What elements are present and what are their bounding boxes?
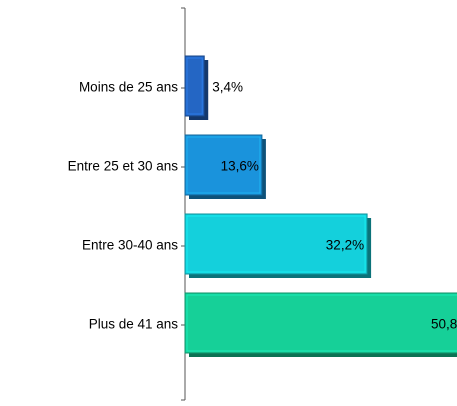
bar <box>184 213 368 275</box>
bar <box>184 292 457 354</box>
category-label: Entre 25 et 30 ans <box>68 159 179 174</box>
value-label: 3,4% <box>212 80 243 95</box>
bar <box>184 134 263 196</box>
category-label: Entre 30-40 ans <box>82 238 178 253</box>
value-label: 32,2% <box>326 238 364 253</box>
bar-highlight <box>186 136 261 194</box>
bar <box>184 55 205 117</box>
bar-highlight <box>186 294 457 352</box>
value-label: 50,8% <box>431 317 457 332</box>
category-label: Moins de 25 ans <box>79 80 178 95</box>
bar-highlight <box>186 57 203 115</box>
bar-highlight <box>186 215 366 273</box>
value-label: 13,6% <box>221 159 259 174</box>
category-label: Plus de 41 ans <box>89 317 179 332</box>
